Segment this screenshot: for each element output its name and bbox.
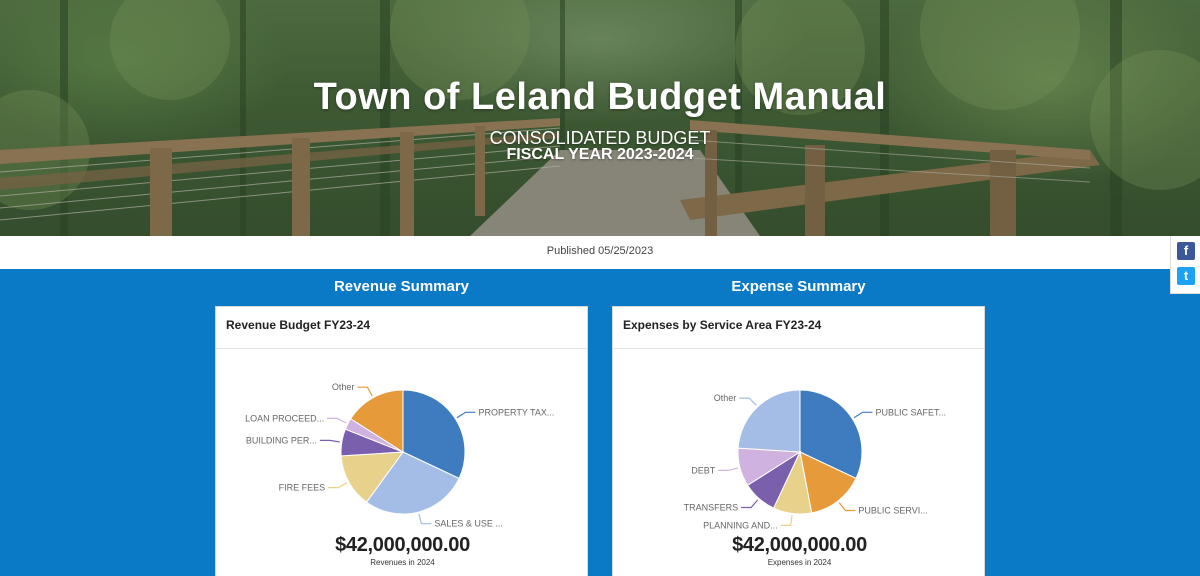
hero-fiscal-year: FISCAL YEAR 2023-2024: [506, 146, 694, 163]
revenue-card: Revenue Budget FY23-24 PROPERTY TAX... SA…: [215, 306, 588, 576]
pie-slice-property-tax[interactable]: [402, 389, 466, 480]
boardwalk-image: [0, 0, 1200, 236]
expense-total-caption: Expenses in 2024: [767, 558, 832, 567]
pie-label-fire-fees: FIRE FEES: [279, 483, 326, 493]
leader-line-other: [739, 397, 757, 406]
hero-subtitle: CONSOLIDATED BUDGET: [489, 128, 711, 148]
expense-card-title: Expenses by Service Area FY23-24: [613, 307, 984, 349]
pie-label-sales-use: SALES & USE ...: [434, 519, 503, 529]
revenue-total-caption: Revenues in 2024: [370, 558, 435, 567]
leader-line-transfers: [741, 499, 759, 509]
leader-line-building-per: [319, 439, 340, 443]
pie-slice-other[interactable]: [737, 389, 801, 453]
pie-slice-other[interactable]: [349, 389, 404, 453]
pie-label-public-servi: PUBLIC SERVI...: [858, 506, 927, 516]
pie-slice-sales-use[interactable]: [365, 451, 460, 515]
social-share-bar: f t: [1170, 236, 1200, 294]
hero-banner: Town of Leland Budget Manual CONSOLIDATE…: [0, 0, 1200, 236]
leader-line-planning-and: [780, 515, 793, 526]
pie-label-public-safet: PUBLIC SAFET...: [876, 407, 947, 417]
leader-line-public-safet: [853, 411, 873, 419]
pie-slice-public-safet[interactable]: [799, 389, 863, 480]
revenue-total: $42,000,000.00: [335, 534, 470, 556]
revenue-pie-chart: PROPERTY TAX... SALES & USE ... FIRE FEES B…: [245, 382, 555, 529]
revenue-section-title: Revenue Summary: [333, 278, 470, 295]
pie-label-other: Other: [714, 393, 737, 403]
pie-label-building-per: BUILDING PER...: [246, 435, 317, 445]
leader-line-fire-fees: [328, 482, 348, 489]
pie-label-planning-and: PLANNING AND...: [703, 520, 778, 530]
revenue-card-title: Revenue Budget FY23-24: [216, 307, 587, 349]
expense-card: Expenses by Service Area FY23-24 PUBLIC …: [612, 306, 985, 576]
expense-pie-chart: PUBLIC SAFET... PUBLIC SERVI... PLANNING A…: [684, 389, 947, 530]
pie-label-transfers: TRANSFERS: [684, 503, 739, 513]
pie-label-debt: DEBT: [691, 465, 716, 475]
published-bar: Published 05/25/2023: [0, 236, 1200, 269]
facebook-icon[interactable]: f: [1177, 242, 1195, 260]
pie-slice-fire-fees[interactable]: [340, 451, 405, 503]
pie-label-other: Other: [332, 382, 355, 392]
twitter-icon[interactable]: t: [1177, 267, 1195, 285]
pie-slice-public-servi[interactable]: [799, 451, 857, 514]
pie-label-property-tax: PROPERTY TAX...: [479, 407, 555, 417]
hero-overlay: [0, 0, 1200, 236]
page-title: Town of Leland Budget Manual: [313, 76, 887, 118]
leader-line-public-servi: [838, 502, 856, 512]
leader-line-property-tax: [456, 411, 476, 419]
leader-line-debt: [718, 467, 739, 472]
expense-total: $42,000,000.00: [732, 534, 867, 556]
pie-label-loan-proceed: LOAN PROCEED...: [245, 413, 324, 423]
published-date: Published 05/25/2023: [546, 245, 654, 257]
leader-line-loan-proceed: [327, 417, 347, 424]
leader-line-other: [357, 386, 373, 397]
leader-line-sales-use: [418, 513, 432, 525]
expense-section-title: Expense Summary: [731, 278, 866, 295]
